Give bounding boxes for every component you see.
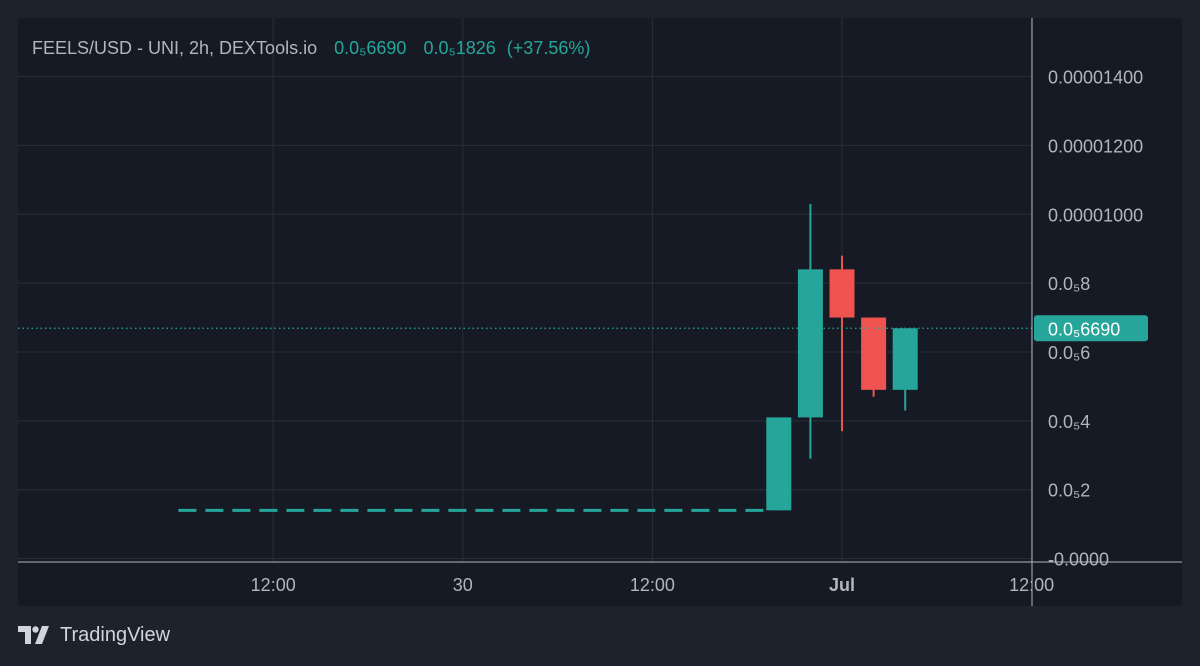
price-axis-background [1032, 18, 1182, 562]
candle-body[interactable] [797, 269, 823, 418]
time-tick-label: 12:00 [251, 575, 296, 595]
brand-logo[interactable]: TradingView [18, 620, 170, 650]
symbol-label: FEELS/USD - UNI, 2h, DEXTools.io [32, 38, 317, 58]
time-tick-label: 12:00 [1009, 575, 1054, 595]
price-tick-label: 0.00001200 [1048, 136, 1143, 156]
last-price-badge [1034, 315, 1148, 342]
change-pct-value: (+37.56%) [507, 38, 591, 58]
price-tick-label: 0.0₅2 [1048, 481, 1090, 501]
time-axis[interactable]: 12:00 30 12:00 Jul 12:00 [251, 575, 1054, 595]
candle-body[interactable] [829, 269, 855, 318]
candle-body[interactable] [892, 328, 918, 390]
time-tick-label: 30 [453, 575, 473, 595]
candle-layer[interactable] [766, 203, 918, 511]
price-axis[interactable]: 0.00001400 0.00001200 0.00001000 0.0₅8 0.0₅6… [1034, 68, 1148, 570]
brand-label: TradingView [60, 623, 171, 646]
last-price-value: 0.0₅6690 [334, 38, 406, 58]
time-tick-label: 12:00 [630, 575, 675, 595]
price-tick-label: 0.00001400 [1048, 68, 1143, 88]
last-price-badge-label: 0.0₅6690 [1048, 319, 1120, 339]
candle-body[interactable] [766, 417, 792, 511]
chart-header: FEELS/USD - UNI, 2h, DEXTools.io 0.0₅669… [32, 38, 590, 58]
price-tick-label: 0.0₅6 [1048, 343, 1090, 363]
candle-body[interactable] [861, 317, 887, 390]
price-tick-label: 0.0₅4 [1048, 412, 1090, 432]
time-axis-background [18, 562, 1182, 606]
time-tick-label: Jul [829, 575, 855, 595]
price-tick-label: -0.0000 [1048, 550, 1109, 570]
price-tick-label: 0.0₅8 [1048, 274, 1090, 294]
change-abs-value: 0.0₅1826 [423, 38, 495, 58]
grid-layer [18, 18, 1033, 562]
tradingview-logo-icon [18, 626, 49, 644]
plot-background [18, 18, 1032, 562]
price-tick-label: 0.00001000 [1048, 205, 1143, 225]
